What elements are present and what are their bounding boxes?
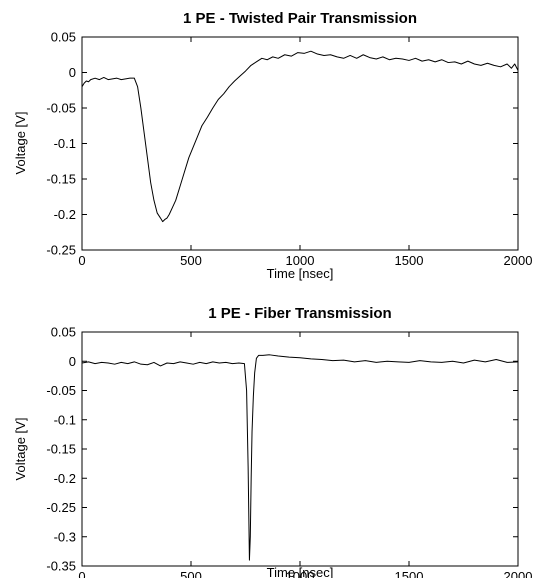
y-tick-label: -0.25: [46, 500, 76, 515]
x-tick-label: 1000: [286, 253, 315, 268]
chart-fiber: 1 PE - Fiber Transmission 0.05 0 -0.05 -0.1…: [13, 305, 532, 578]
x-tick-label: 1500: [395, 569, 424, 578]
x-tick-label: 0: [78, 569, 85, 578]
y-tick-label: -0.1: [54, 412, 76, 427]
plot-frame: [81, 331, 519, 567]
y-axis-label: Voltage [V]: [13, 112, 28, 175]
x-tick-label: 2000: [504, 569, 533, 578]
y-axis-label: Voltage [V]: [13, 418, 28, 481]
y-tick-label: 0.05: [51, 30, 76, 45]
y-tick-label: -0.15: [46, 172, 76, 187]
y-tick-labels: 0.05 0 -0.05 -0.1 -0.15 -0.2 -0.25: [46, 30, 76, 258]
y-tick-label: 0: [69, 65, 76, 80]
x-tick-label: 500: [180, 253, 202, 268]
y-tick-label: -0.05: [46, 101, 76, 116]
x-tick-label: 0: [78, 253, 85, 268]
series-line: [81, 50, 519, 223]
y-tick-label: -0.1: [54, 136, 76, 151]
y-tick-label: -0.05: [46, 383, 76, 398]
x-tick-label: 500: [180, 569, 202, 578]
x-axis-label: Time [nsec]: [267, 266, 334, 281]
series-line: [81, 354, 519, 561]
tick-marks: [81, 331, 519, 567]
x-tick-label: 1000: [286, 569, 315, 578]
y-tick-label: -0.2: [54, 471, 76, 486]
plot-frame: [81, 36, 519, 251]
chart-twisted-pair: 1 PE - Twisted Pair Transmission 0.050-0…: [13, 10, 532, 281]
tick-marks: [81, 36, 519, 251]
x-tick-labels: 0 500 1000 1500 2000: [78, 569, 532, 578]
y-tick-label: -0.35: [46, 559, 76, 574]
x-tick-label: 2000: [504, 253, 533, 268]
y-tick-label: 0.05: [51, 325, 76, 340]
chart-title: 1 PE - Fiber Transmission: [208, 305, 391, 322]
x-axis-label: Time [nsec]: [267, 565, 334, 578]
chart-title: 1 PE - Twisted Pair Transmission: [183, 10, 417, 27]
y-tick-label: 0: [69, 354, 76, 369]
y-tick-label: -0.15: [46, 442, 76, 457]
y-tick-label: -0.2: [54, 207, 76, 222]
y-tick-label: -0.3: [54, 529, 76, 544]
x-tick-labels: 0 500 1000 1500 2000: [78, 253, 532, 268]
y-tick-label: -0.25: [46, 243, 76, 258]
y-tick-labels: 0.05 0 -0.05 -0.1 -0.15 -0.2 -0.25 -0.3 -0.35: [46, 325, 76, 574]
x-tick-label: 1500: [395, 253, 424, 268]
